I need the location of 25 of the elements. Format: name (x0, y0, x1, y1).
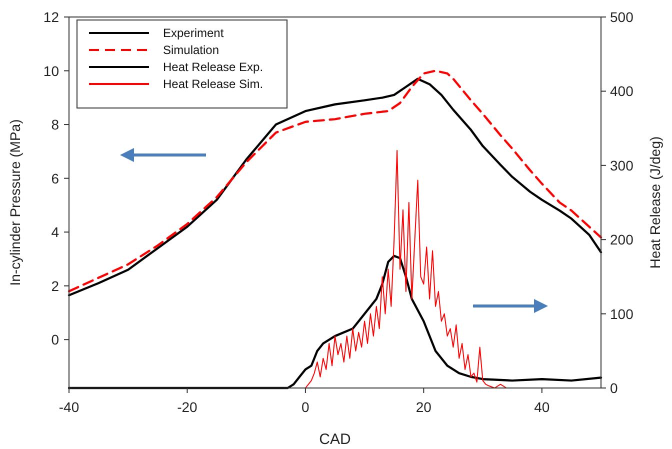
y-tick-label: 4 (51, 224, 60, 240)
y-tick-label: 10 (43, 62, 60, 79)
x-tick-label: 40 (534, 399, 550, 415)
x-tick-label: 0 (302, 399, 310, 415)
y-axis-title: In-cylinder Pressure (MPa) (7, 119, 23, 286)
y2-tick-label: 0 (610, 380, 618, 396)
y-tick-label: 8 (51, 116, 60, 133)
legend-label: Experiment (163, 26, 224, 40)
x-tick-label: 20 (416, 399, 432, 415)
y-tick-label: 6 (51, 170, 60, 186)
y2-tick-label: 100 (610, 306, 634, 322)
x-axis-title: CAD (319, 431, 351, 448)
y-tick-label: 12 (43, 9, 60, 25)
legend-label: Heat Release Exp. (163, 60, 264, 74)
legend-label: Simulation (163, 43, 220, 57)
y2-tick-label: 500 (610, 9, 634, 25)
y2-tick-label: 200 (610, 232, 634, 248)
y-tick-label: 0 (51, 332, 60, 348)
y2-axis-title: Heat Release (J/deg) (647, 136, 663, 269)
y2-tick-label: 300 (610, 157, 634, 174)
legend-label: Heat Release Sim. (163, 77, 264, 91)
x-tick-label: -20 (177, 399, 198, 415)
y2-tick-label: 400 (610, 83, 634, 100)
y-tick-label: 2 (51, 278, 60, 294)
x-tick-label: -40 (58, 399, 80, 415)
